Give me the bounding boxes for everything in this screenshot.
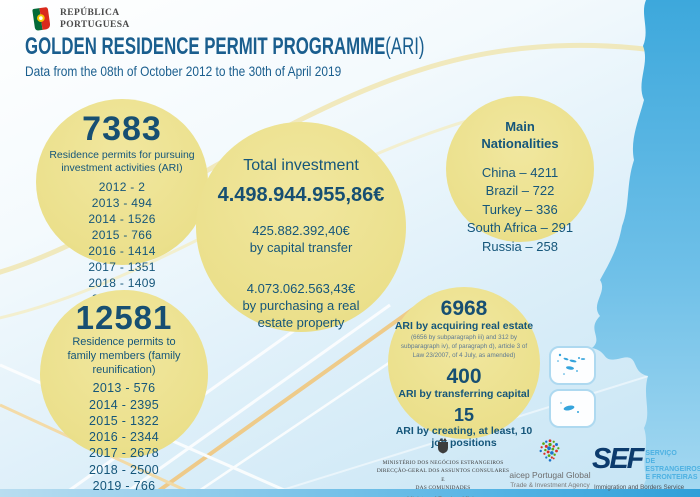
year-row: 2017 - 1351: [88, 260, 156, 275]
family-permits-label: Residence permits to family members (fam…: [67, 336, 181, 376]
nationality-row: China – 4211: [481, 164, 559, 180]
ministry-name-line2: DIRECÇÃO-GERAL DOS ASSUNTOS CONSULARES E: [376, 468, 510, 483]
sef-name-line2: DE ESTRANGEIROS: [645, 458, 700, 474]
real-estate-amount: 4.073.062.563,43€: [246, 280, 356, 296]
total-investment-circle: Total investment 4.498.944.955,86€ 425.8…: [196, 122, 406, 332]
madeira-islands-map-icon: [560, 402, 579, 413]
investment-permits-circle: 7383 Residence permits for pursuing inve…: [36, 99, 208, 306]
flag-icon: [32, 7, 51, 31]
title-suffix: (ARI): [385, 33, 425, 60]
portugal-government-logo: REPÚBLICA PORTUGUESA: [30, 6, 130, 32]
aicep-name: aicep Portugal Global: [509, 470, 591, 480]
nationalities-circle: Main Nationalities China – 4211 Brazil –…: [446, 96, 594, 254]
logo-text-portuguesa: PORTUGUESA: [60, 20, 130, 30]
year-row: 2019 - 766: [92, 478, 156, 493]
nationality-row: Russia – 258: [482, 238, 558, 254]
sef-name-line1: SERVIÇO: [645, 450, 677, 457]
bottom-color-band: [0, 489, 700, 497]
year-row: 2015 - 766: [91, 228, 153, 243]
azores-islands-map-icon: [557, 353, 586, 375]
ari-capital-count: 400: [446, 364, 482, 388]
aicep-tagline: Trade & Investment Agency: [510, 482, 590, 489]
ministry-english-name: Ministry of Foreign Affairs: [376, 496, 510, 497]
family-permits-circle: 12581 Residence permits to family member…: [40, 290, 208, 493]
sef-acronym: SEF: [592, 443, 644, 475]
ari-real-estate-label: ARI by acquiring real estate: [394, 320, 534, 332]
family-permits-years: 2013 - 576 2014 - 2395 2015 - 1322 2016 …: [40, 380, 208, 494]
madeira-islands-box: [549, 389, 596, 428]
investment-permits-label: Residence permits for pursuing investmen…: [49, 149, 195, 175]
investment-permits-years: 2012 - 2 2013 - 494 2014 - 1526 2015 - 7…: [36, 180, 208, 308]
total-investment-heading: Total investment: [243, 157, 359, 174]
aicep-logo-block: aicep Portugal Global Trade & Investment…: [505, 438, 595, 489]
sef-name-line3: E FRONTEIRAS: [645, 474, 698, 482]
page-title: GOLDEN RESIDENCE PERMIT PROGRAMME(ARI): [25, 33, 424, 61]
capital-transfer-label: by capital transfer: [249, 239, 353, 255]
ministry-name-line1: MINISTÉRIO DOS NEGÓCIOS ESTRANGEIROS: [382, 460, 504, 466]
ari-breakdown-circle: 6968 ARI by acquiring real estate (6656 …: [388, 287, 540, 449]
azores-islands-box: [549, 346, 596, 385]
nationalities-list: China – 4211 Brazil – 722 Turkey – 336 S…: [446, 164, 594, 256]
portugal-map-silhouette: [592, 0, 700, 497]
investment-permits-total: 7383: [82, 110, 162, 148]
ari-jobs-count: 15: [453, 404, 475, 425]
sef-logo-block: SEF SERVIÇO DE ESTRANGEIROS E FRONTEIRAS…: [592, 443, 700, 492]
ari-real-estate-count: 6968: [440, 297, 488, 320]
family-permits-total: 12581: [75, 299, 173, 336]
year-row: 2016 - 2344: [88, 430, 160, 444]
year-row: 2013 - 576: [92, 381, 156, 396]
logo-text-republica: REPÚBLICA: [60, 7, 120, 18]
sef-english-name: Immigration and Borders Service: [594, 484, 685, 492]
ministry-name-line3: DAS COMUNIDADES: [415, 485, 471, 492]
year-row: 2012 - 2: [98, 180, 146, 195]
nationality-row: South Africa – 291: [466, 220, 574, 236]
real-estate-label: by purchasing a real estate property: [242, 297, 360, 330]
ministry-crest-icon: [438, 438, 448, 454]
capital-transfer-amount: 425.882.392,40€: [252, 223, 350, 238]
year-row: 2017 - 2678: [88, 446, 160, 461]
nationalities-heading: Main Nationalities: [481, 119, 559, 151]
year-row: 2018 - 1409: [88, 275, 156, 290]
nationality-row: Turkey – 336: [482, 201, 558, 217]
year-row: 2014 - 2395: [88, 397, 160, 412]
page-subtitle: Data from the 08th of October 2012 to th…: [25, 63, 342, 79]
title-main: GOLDEN RESIDENCE PERMIT PROGRAMME: [25, 33, 386, 60]
aicep-dots-icon: [539, 439, 560, 462]
year-row: 2016 - 1414: [88, 244, 156, 259]
year-row: 2018 - 2500: [88, 462, 160, 477]
nationality-row: Brazil – 722: [485, 183, 555, 199]
year-row: 2013 - 494: [91, 196, 153, 211]
ministry-logo-block: MINISTÉRIO DOS NEGÓCIOS ESTRANGEIROS DIR…: [376, 437, 510, 497]
year-row: 2014 - 1526: [88, 212, 156, 227]
ari-capital-label: ARI by transferring capital: [398, 387, 530, 400]
year-row: 2015 - 1322: [88, 413, 160, 428]
total-investment-amount: 4.498.944.955,86€: [217, 184, 385, 206]
ari-real-estate-note: (6656 by subparagraph iii) and 312 by su…: [400, 334, 528, 359]
